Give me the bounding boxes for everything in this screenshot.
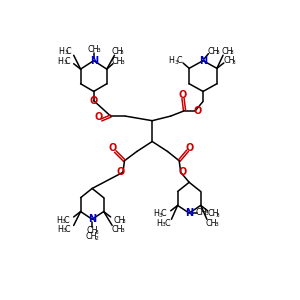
- Text: 3: 3: [216, 213, 220, 218]
- Text: C: C: [65, 57, 70, 66]
- Text: 2: 2: [94, 236, 98, 241]
- Text: CH: CH: [206, 219, 217, 228]
- Text: 3: 3: [204, 212, 208, 216]
- Text: H: H: [156, 219, 162, 228]
- Text: 3: 3: [120, 60, 124, 65]
- Text: CH: CH: [196, 208, 207, 217]
- Text: 3: 3: [96, 48, 100, 53]
- Text: 3: 3: [174, 60, 178, 65]
- Text: CH: CH: [88, 45, 99, 54]
- Text: 3: 3: [232, 60, 236, 65]
- Text: 3: 3: [216, 50, 220, 56]
- Text: CH: CH: [221, 47, 233, 56]
- Text: H: H: [58, 47, 64, 56]
- Text: O: O: [179, 167, 187, 177]
- Text: O: O: [109, 143, 117, 153]
- Text: 3: 3: [63, 228, 66, 233]
- Text: C: C: [64, 215, 70, 224]
- Text: N: N: [88, 214, 96, 224]
- Text: C: C: [164, 219, 170, 228]
- Text: CH: CH: [111, 47, 122, 56]
- Text: CH: CH: [113, 215, 125, 224]
- Text: H: H: [56, 215, 62, 224]
- Text: 3: 3: [162, 222, 166, 227]
- Text: O: O: [116, 167, 125, 177]
- Text: CH: CH: [112, 57, 123, 66]
- Text: 3: 3: [159, 213, 163, 218]
- Text: 3: 3: [120, 228, 124, 233]
- Text: N: N: [185, 208, 193, 218]
- Text: 3: 3: [95, 230, 99, 235]
- Text: H: H: [169, 56, 174, 65]
- Text: N: N: [90, 56, 98, 66]
- Text: C: C: [176, 56, 182, 65]
- Text: CH: CH: [207, 47, 219, 56]
- Text: 3: 3: [122, 219, 126, 224]
- Text: C: C: [65, 225, 70, 234]
- Text: C: C: [161, 209, 167, 218]
- Text: 3: 3: [62, 219, 65, 224]
- Text: CH: CH: [86, 226, 98, 235]
- Text: CH: CH: [112, 225, 123, 234]
- Text: 3: 3: [64, 50, 68, 56]
- Text: O: O: [186, 143, 194, 153]
- Text: H: H: [57, 225, 63, 234]
- Text: 3: 3: [64, 60, 68, 65]
- Text: H: H: [57, 57, 63, 66]
- Text: O: O: [194, 106, 202, 116]
- Text: CH: CH: [85, 232, 97, 242]
- Text: 3: 3: [214, 222, 218, 227]
- Text: CH: CH: [224, 56, 235, 65]
- Text: C: C: [66, 47, 71, 56]
- Text: N: N: [199, 56, 207, 66]
- Text: 3: 3: [230, 50, 233, 56]
- Text: 3: 3: [119, 50, 123, 56]
- Text: O: O: [95, 112, 103, 122]
- Text: O: O: [179, 90, 187, 100]
- Text: CH: CH: [207, 209, 219, 218]
- Text: H: H: [153, 209, 159, 218]
- Text: O: O: [90, 96, 98, 106]
